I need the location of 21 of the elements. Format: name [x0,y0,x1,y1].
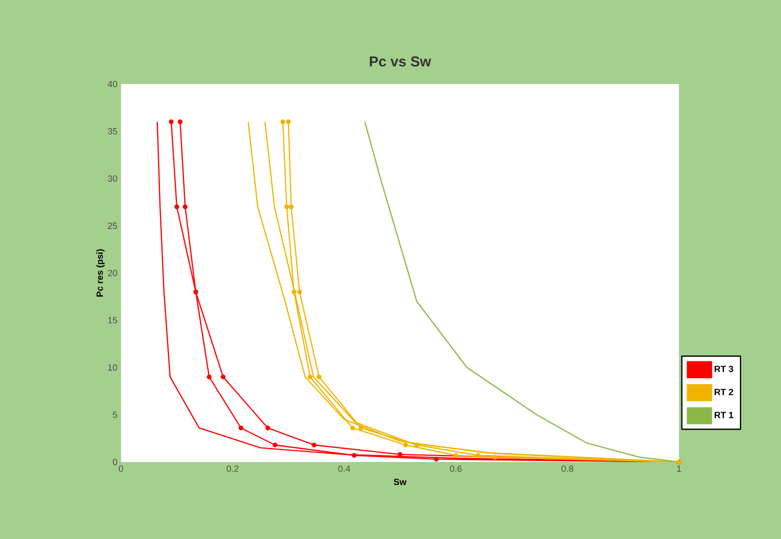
x-axis-title: Sw [394,478,407,486]
y-tick-label: 30 [108,175,118,182]
y-tick-label: 25 [108,222,118,229]
y-tick-label: 20 [108,270,118,276]
legend-label: RT 3 [714,366,734,372]
y-tick-label: 5 [112,412,118,418]
y-tick-label: 40 [108,80,118,88]
x-tick-label: 0.4 [338,466,350,472]
x-tick-label: 0.6 [450,466,462,472]
legend-label: RT 2 [714,388,734,396]
x-tick-label: 0.8 [562,466,574,472]
chart-title: Pc vs Sw [370,56,432,66]
y-tick-label: 10 [108,364,118,371]
x-tick-label: 0 [118,466,124,472]
x-tick-label: 1 [677,466,682,472]
y-tick-label: 0 [112,458,118,466]
y-tick-label: 35 [108,128,118,134]
x-tick-label: 0.2 [226,466,238,472]
y-tick-label: 15 [108,317,118,324]
legend-label: RT 1 [714,412,734,418]
y-axis-title: Pc res (psi) [96,249,105,297]
